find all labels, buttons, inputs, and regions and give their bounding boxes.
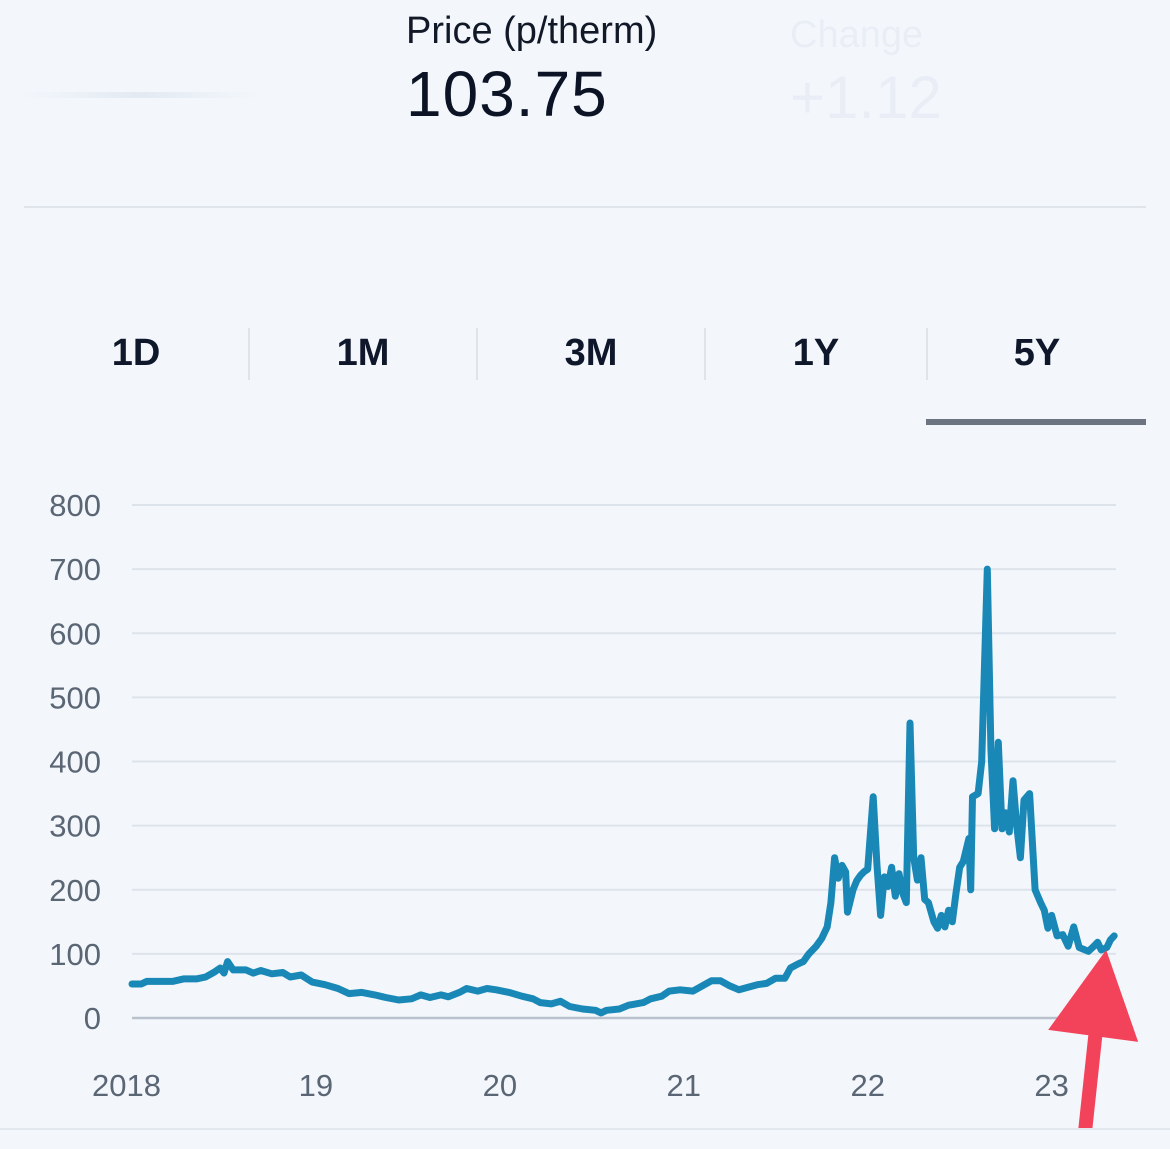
price-chart: 0 100 200 300 400 500 600 700 800 2018 19 20 21 22 23 <box>49 488 1139 1130</box>
x-tick-label: 19 <box>299 1068 333 1103</box>
y-tick-label: 100 <box>49 937 101 972</box>
chart-annotation <box>1048 949 1139 1130</box>
x-tick-label: 2018 <box>92 1068 161 1103</box>
y-tick-label: 600 <box>49 616 101 651</box>
tab-1m[interactable]: 1M <box>336 331 390 374</box>
y-tick-label: 800 <box>49 488 101 523</box>
timeframe-tabs: 1D 1M 3M 1Y 5Y <box>24 318 1146 426</box>
y-axis-ticks: 0 100 200 300 400 500 600 700 800 <box>49 488 101 1036</box>
y-tick-label: 300 <box>49 809 101 844</box>
price-label: Price (p/therm) <box>406 10 658 52</box>
x-tick-label: 21 <box>667 1068 701 1103</box>
y-tick-label: 0 <box>84 1001 101 1036</box>
change-label: Change <box>790 14 924 56</box>
x-tick-label: 22 <box>850 1068 884 1103</box>
bottom-divider <box>0 1128 1170 1130</box>
tab-3m[interactable]: 3M <box>564 331 618 374</box>
header-divider <box>24 206 1146 208</box>
x-tick-label: 23 <box>1034 1068 1068 1103</box>
y-tick-label: 200 <box>49 873 101 908</box>
faded-header-text <box>20 92 260 98</box>
price-value: 103.75 <box>406 58 608 130</box>
x-axis-ticks: 2018 19 20 21 22 23 <box>92 1068 1069 1103</box>
tab-1d[interactable]: 1D <box>111 331 161 374</box>
series-line <box>128 565 1118 1017</box>
price-block: Price (p/therm) 103.75 <box>406 10 657 131</box>
tab-separator <box>248 328 250 380</box>
x-tick-label: 20 <box>483 1068 517 1103</box>
arrow-shaft <box>1078 1012 1104 1130</box>
chart-grid <box>132 504 1116 1020</box>
chart-series <box>128 565 1118 1017</box>
change-value: +1.12 <box>790 64 942 131</box>
tab-5y[interactable]: 5Y <box>1013 331 1061 374</box>
tab-separator <box>704 328 706 380</box>
y-tick-label: 700 <box>49 552 101 587</box>
tab-separator <box>926 328 928 380</box>
tab-separator <box>476 328 478 380</box>
arrow-head <box>1048 949 1139 1042</box>
selected-tab-indicator <box>926 419 1146 425</box>
tab-1y[interactable]: 1Y <box>792 331 840 374</box>
change-block: Change +1.12 <box>790 14 942 132</box>
y-tick-label: 500 <box>49 680 101 715</box>
y-tick-label: 400 <box>49 745 101 780</box>
